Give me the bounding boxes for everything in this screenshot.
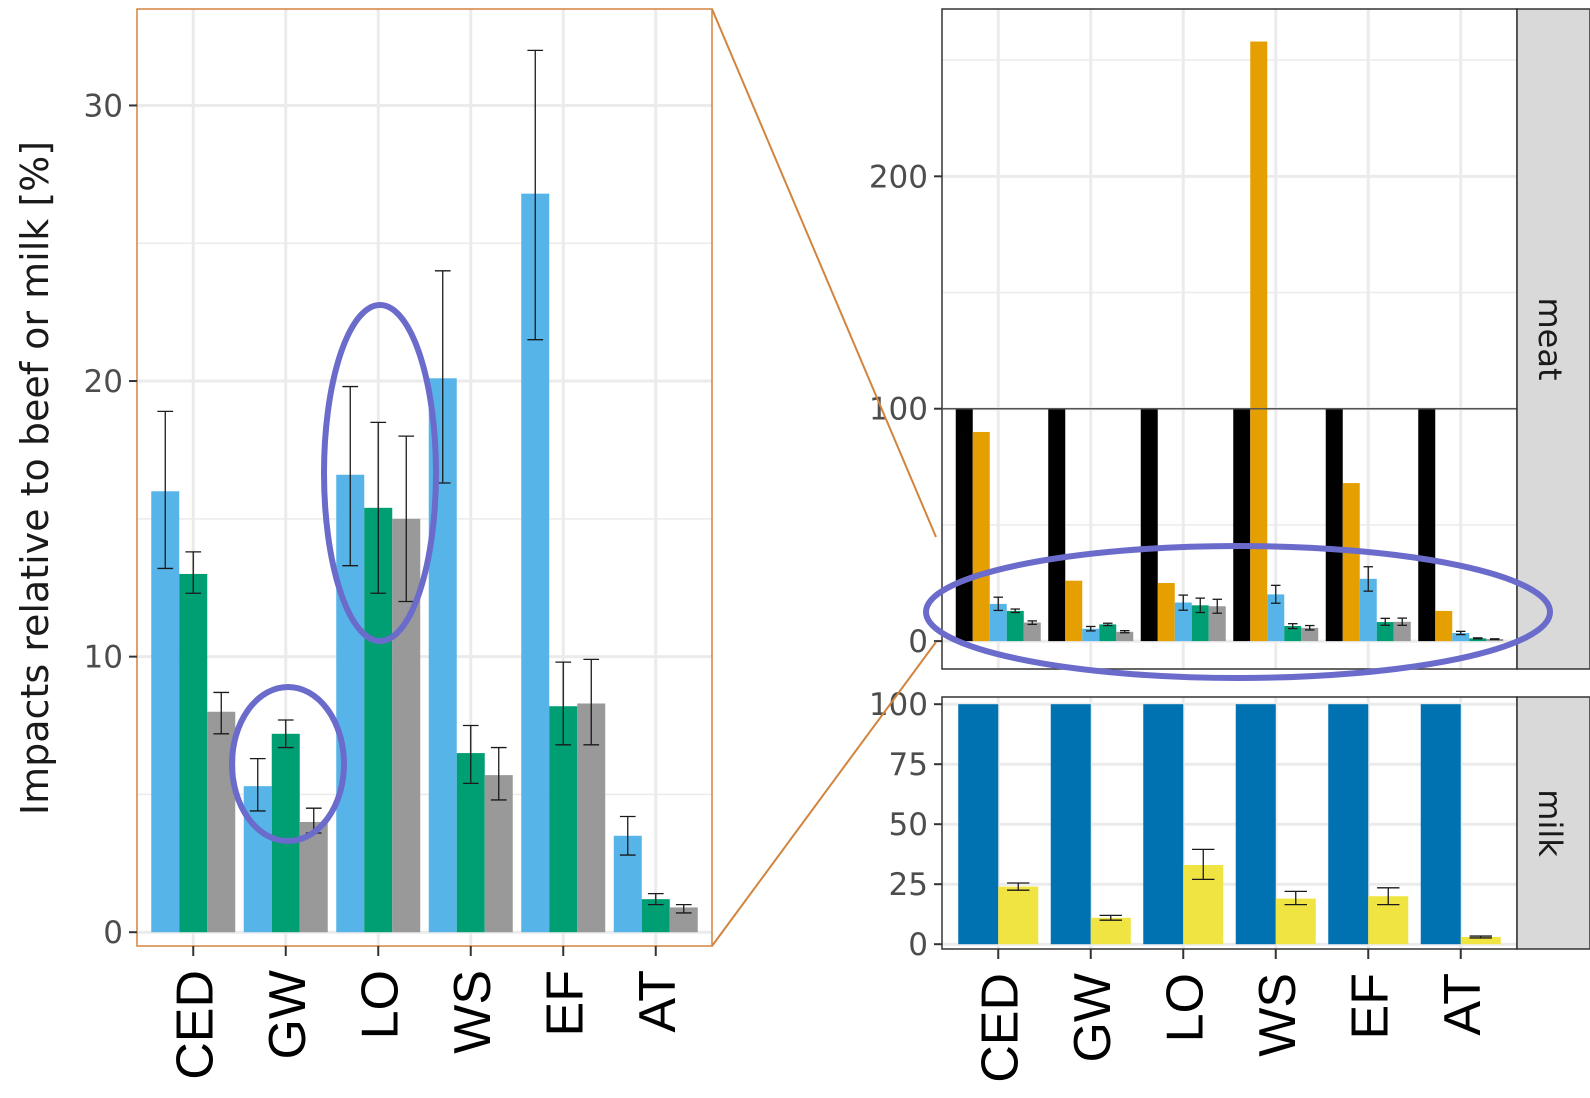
x-tick-label: EF xyxy=(536,970,594,1036)
bar xyxy=(998,887,1038,945)
bar xyxy=(1051,704,1091,944)
x-tick-label: AT xyxy=(629,970,687,1033)
y-tick-label: 75 xyxy=(889,747,928,783)
bar xyxy=(1099,624,1116,641)
left-panel-bars xyxy=(151,50,698,932)
x-tick-label: LO xyxy=(1156,973,1214,1042)
bar xyxy=(1418,409,1435,641)
bar xyxy=(1326,409,1343,641)
y-tick-label: 0 xyxy=(103,915,123,951)
bar xyxy=(1343,483,1360,641)
meat-strip-label: meat xyxy=(1531,297,1569,380)
x-tick-label: GW xyxy=(259,970,317,1060)
x-tick-label: CED xyxy=(166,970,224,1080)
bar xyxy=(1328,704,1368,944)
y-axis-label: Impacts relative to beef or milk [%] xyxy=(13,141,57,815)
y-tick-label: 10 xyxy=(84,640,123,676)
x-tick-label: AT xyxy=(1434,973,1492,1036)
x-tick-label: WS xyxy=(1249,973,1307,1057)
bar xyxy=(1141,409,1158,641)
bar xyxy=(1158,583,1175,641)
y-tick-label: 0 xyxy=(908,624,928,660)
y-tick-label: 20 xyxy=(84,364,123,400)
bar xyxy=(1143,704,1183,944)
bar xyxy=(1024,623,1041,642)
x-tick-label: LO xyxy=(351,970,409,1039)
x-tick-label: CED xyxy=(971,973,1029,1083)
y-tick-label: 25 xyxy=(889,867,928,903)
y-tick-label: 200 xyxy=(869,159,928,195)
facet-strips: meat milk xyxy=(1517,9,1590,949)
bar xyxy=(973,432,990,641)
bar xyxy=(1421,704,1461,944)
meat-panel-bars xyxy=(956,42,1504,642)
x-tick-label: GW xyxy=(1064,973,1122,1063)
bar xyxy=(958,704,998,944)
x-tick-label: WS xyxy=(444,970,502,1054)
bar xyxy=(1250,42,1267,642)
bar xyxy=(956,409,973,641)
bar xyxy=(1065,581,1082,641)
bar xyxy=(1236,704,1276,944)
bar xyxy=(1007,611,1024,641)
bar xyxy=(1048,409,1065,641)
bar xyxy=(1091,918,1131,944)
bar xyxy=(179,574,207,932)
x-tick-label: EF xyxy=(1341,973,1399,1039)
bar xyxy=(1233,409,1250,641)
y-tick-label: 50 xyxy=(889,807,928,843)
y-tick-label: 0 xyxy=(908,927,928,963)
zoom-connector-top xyxy=(712,9,936,537)
bar xyxy=(1435,611,1452,641)
bar xyxy=(272,734,300,932)
y-tick-label: 30 xyxy=(84,88,123,124)
milk-strip-label: milk xyxy=(1531,789,1569,857)
bar xyxy=(1276,899,1316,945)
